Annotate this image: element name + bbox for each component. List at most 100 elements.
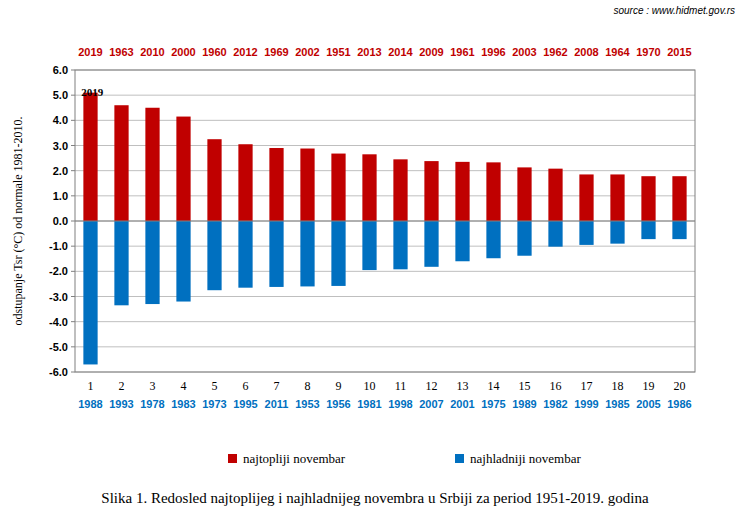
x-tick-label: 12 [426,379,438,393]
x-tick-label: 2 [119,379,125,393]
year-label: 2002 [295,46,319,58]
x-tick-label: 9 [336,379,342,393]
bar [114,105,128,221]
year-label: 2012 [233,46,257,58]
grid-line [75,95,695,96]
year-label: 2014 [388,46,413,58]
bar [424,161,438,221]
legend-swatch [228,454,237,463]
year-label: 2019 [78,46,102,58]
grid-line [75,346,695,347]
legend-label: najhladniji novembar [470,451,582,466]
bar [300,221,314,286]
tick-mark [71,271,75,272]
bar [579,174,593,221]
tick-mark [71,120,75,121]
x-tick-label: 11 [395,379,407,393]
y-tick-label: -2.0 [49,265,68,277]
grid-line [75,221,695,222]
y-tick-label: 2.0 [53,165,68,177]
bar [548,169,562,221]
chart: -6.0-5.0-4.0-3.0-2.0-1.00.01.02.03.04.05… [0,0,750,518]
bar [424,221,438,267]
tick-mark [71,246,75,247]
year-label: 1970 [636,46,660,58]
grid-line [75,271,695,272]
plot-area [75,70,695,372]
bar [362,154,376,221]
tick-mark [71,170,75,171]
bar [331,221,345,286]
tick-mark [71,95,75,96]
y-axis-label: odstupanje Tsr (°C) od normale 1981-2010… [11,116,25,325]
year-label: 1982 [543,398,567,410]
x-tick-label: 14 [488,379,500,393]
bar [331,154,345,221]
year-label: 2001 [450,398,474,410]
x-tick-label: 7 [274,379,280,393]
bar [486,162,500,221]
year-label: 1985 [605,398,629,410]
grid-line [75,195,695,196]
year-label: 1973 [202,398,226,410]
bar [455,162,469,221]
x-tick-label: 17 [581,379,593,393]
bar [641,221,655,239]
y-tick-label: -4.0 [49,316,68,328]
x-tick-label: 5 [212,379,218,393]
y-tick-label: -6.0 [49,366,68,378]
bar [145,108,159,221]
bar [393,221,407,269]
year-label: 1960 [202,46,226,58]
bar [238,221,252,288]
year-label: 2009 [419,46,443,58]
bar [362,221,376,270]
x-tick-label: 10 [364,379,376,393]
grid-line [75,145,695,146]
y-tick-label: -1.0 [49,240,68,252]
annotation: 2019 [81,86,104,98]
bar [579,221,593,245]
bar [455,221,469,261]
year-label: 1989 [512,398,536,410]
y-tick-label: 6.0 [53,64,68,76]
year-label: 1986 [667,398,691,410]
tick-mark [71,346,75,347]
y-tick-label: 4.0 [53,114,68,126]
bar [672,176,686,221]
y-tick-label: 5.0 [53,89,68,101]
x-tick-label: 19 [643,379,655,393]
tick-mark [71,70,75,71]
year-label: 1988 [78,398,102,410]
year-label: 1963 [109,46,133,58]
y-tick-label: 0.0 [53,215,68,227]
x-tick-label: 20 [674,379,686,393]
x-tick-label: 15 [519,379,531,393]
tick-mark [71,145,75,146]
y-tick-label: -3.0 [49,291,68,303]
title: Slika 1. Redosled najtoplijeg i najhladn… [101,490,649,506]
year-label: 1999 [574,398,598,410]
x-tick-label: 4 [181,379,187,393]
year-label: 2000 [171,46,195,58]
bar [300,149,314,221]
bar [610,221,624,244]
legend-swatch [455,454,464,463]
year-label: 2015 [667,46,691,58]
tick-mark [71,195,75,196]
zero-line [75,221,695,222]
x-tick-label: 16 [550,379,562,393]
year-label: 1969 [264,46,288,58]
year-label: 1996 [481,46,505,58]
year-label: 2011 [265,398,289,410]
year-label: 1964 [605,46,630,58]
year-label: 1995 [233,398,257,410]
tick-mark [71,221,75,222]
grid-line [75,296,695,297]
grid-line [75,120,695,121]
x-tick-label: 6 [243,379,249,393]
x-tick-label: 1 [88,379,94,393]
year-label: 2010 [140,46,164,58]
bar [269,148,283,221]
bar [548,221,562,247]
